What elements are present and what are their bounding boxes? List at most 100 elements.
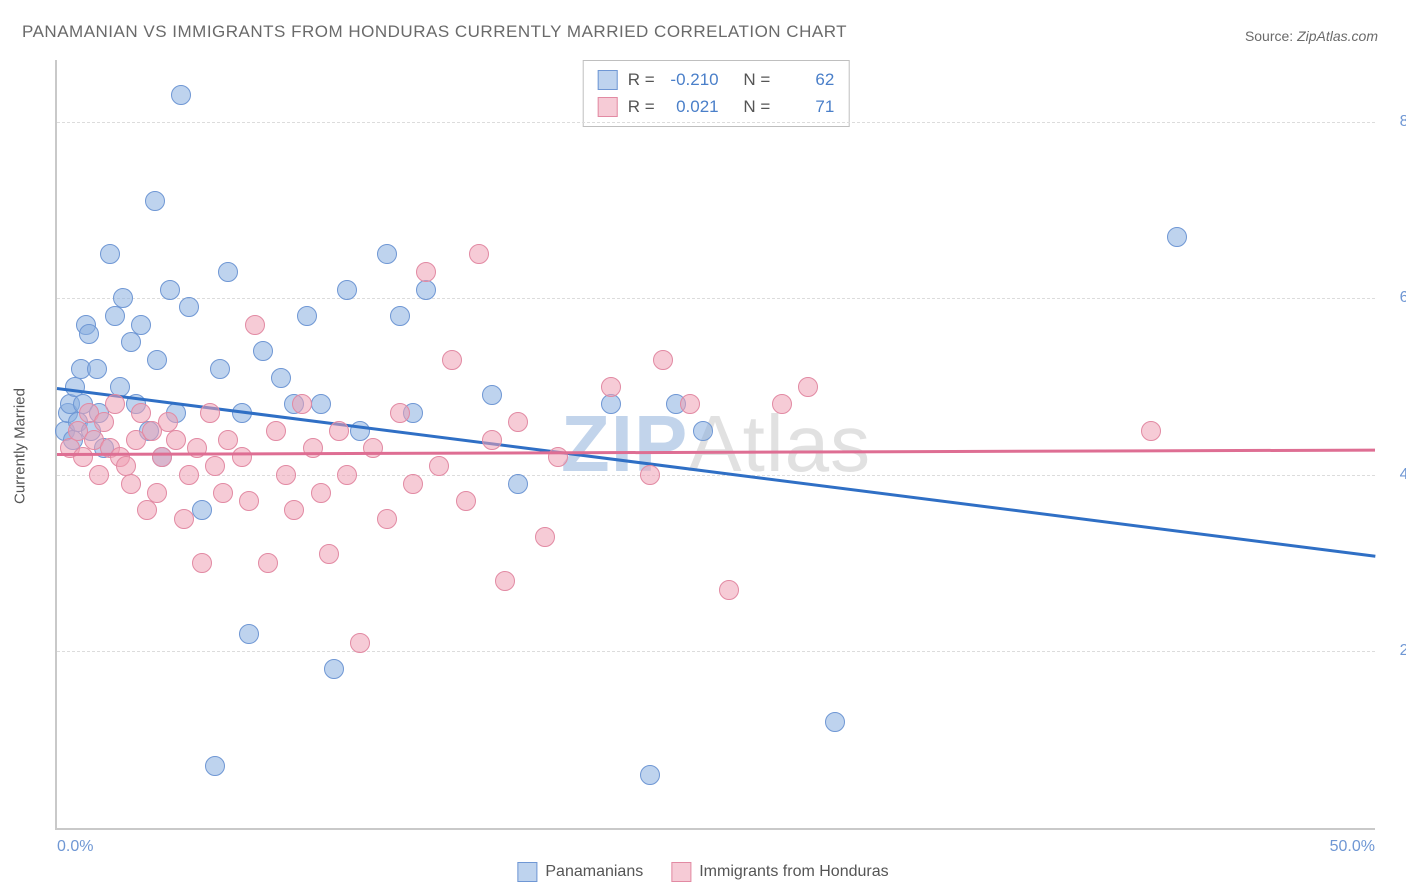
r-label: R = <box>628 66 655 93</box>
data-point <box>245 315 265 335</box>
source-label: Source: <box>1245 28 1293 44</box>
data-point <box>337 280 357 300</box>
n-label: N = <box>743 93 770 120</box>
data-point <box>152 447 172 467</box>
data-point <box>239 491 259 511</box>
data-point <box>105 394 125 414</box>
data-point <box>147 483 167 503</box>
data-point <box>213 483 233 503</box>
data-point <box>350 633 370 653</box>
data-point <box>601 377 621 397</box>
legend-item: Immigrants from Honduras <box>671 862 888 882</box>
data-point <box>205 456 225 476</box>
trend-line <box>57 448 1375 455</box>
data-point <box>508 412 528 432</box>
series-swatch-icon <box>598 97 618 117</box>
data-point <box>640 765 660 785</box>
data-point <box>508 474 528 494</box>
y-tick-label: 40.0% <box>1385 466 1406 484</box>
data-point <box>200 403 220 423</box>
data-point <box>100 244 120 264</box>
data-point <box>311 394 331 414</box>
data-point <box>105 306 125 326</box>
data-point <box>548 447 568 467</box>
legend-label: Panamanians <box>545 863 643 881</box>
series-legend: Panamanians Immigrants from Honduras <box>517 862 888 882</box>
gridline <box>57 475 1375 476</box>
y-tick-label: 60.0% <box>1385 289 1406 307</box>
data-point <box>377 244 397 264</box>
series-swatch-icon <box>671 862 691 882</box>
data-point <box>311 483 331 503</box>
data-point <box>271 368 291 388</box>
data-point <box>640 465 660 485</box>
data-point <box>297 306 317 326</box>
n-label: N = <box>743 66 770 93</box>
data-point <box>276 465 296 485</box>
data-point <box>192 553 212 573</box>
source-value: ZipAtlas.com <box>1297 28 1378 44</box>
data-point <box>825 712 845 732</box>
data-point <box>145 191 165 211</box>
data-point <box>253 341 273 361</box>
r-value: 0.021 <box>665 93 719 120</box>
data-point <box>179 297 199 317</box>
data-point <box>337 465 357 485</box>
x-tick-label: 50.0% <box>1330 838 1375 856</box>
data-point <box>495 571 515 591</box>
data-point <box>680 394 700 414</box>
data-point <box>179 465 199 485</box>
data-point <box>218 262 238 282</box>
data-point <box>121 332 141 352</box>
source-attribution: Source: ZipAtlas.com <box>1245 28 1378 44</box>
data-point <box>329 421 349 441</box>
data-point <box>324 659 344 679</box>
data-point <box>601 394 621 414</box>
series-swatch-icon <box>517 862 537 882</box>
data-point <box>416 280 436 300</box>
data-point <box>719 580 739 600</box>
data-point <box>147 350 167 370</box>
data-point <box>205 756 225 776</box>
r-label: R = <box>628 93 655 120</box>
data-point <box>390 306 410 326</box>
data-point <box>258 553 278 573</box>
data-point <box>303 438 323 458</box>
data-point <box>87 359 107 379</box>
data-point <box>218 430 238 450</box>
data-point <box>469 244 489 264</box>
data-point <box>160 280 180 300</box>
data-point <box>482 385 502 405</box>
gridline <box>57 122 1375 123</box>
gridline <box>57 298 1375 299</box>
data-point <box>94 412 114 432</box>
data-point <box>456 491 476 511</box>
chart-title: PANAMANIAN VS IMMIGRANTS FROM HONDURAS C… <box>22 22 847 42</box>
data-point <box>363 438 383 458</box>
data-point <box>113 288 133 308</box>
data-point <box>174 509 194 529</box>
data-point <box>772 394 792 414</box>
data-point <box>79 324 99 344</box>
data-point <box>131 315 151 335</box>
data-point <box>377 509 397 529</box>
data-point <box>210 359 230 379</box>
data-point <box>89 465 109 485</box>
data-point <box>535 527 555 547</box>
data-point <box>239 624 259 644</box>
data-point <box>266 421 286 441</box>
trend-line <box>57 387 1375 557</box>
data-point <box>403 474 423 494</box>
stats-row: R = 0.021 N = 71 <box>598 93 835 120</box>
series-swatch-icon <box>598 70 618 90</box>
data-point <box>171 85 191 105</box>
data-point <box>137 500 157 520</box>
data-point <box>73 447 93 467</box>
x-tick-label: 0.0% <box>57 838 93 856</box>
r-value: -0.210 <box>665 66 719 93</box>
data-point <box>187 438 207 458</box>
data-point <box>284 500 304 520</box>
n-value: 62 <box>780 66 834 93</box>
data-point <box>166 430 186 450</box>
stats-row: R = -0.210 N = 62 <box>598 66 835 93</box>
